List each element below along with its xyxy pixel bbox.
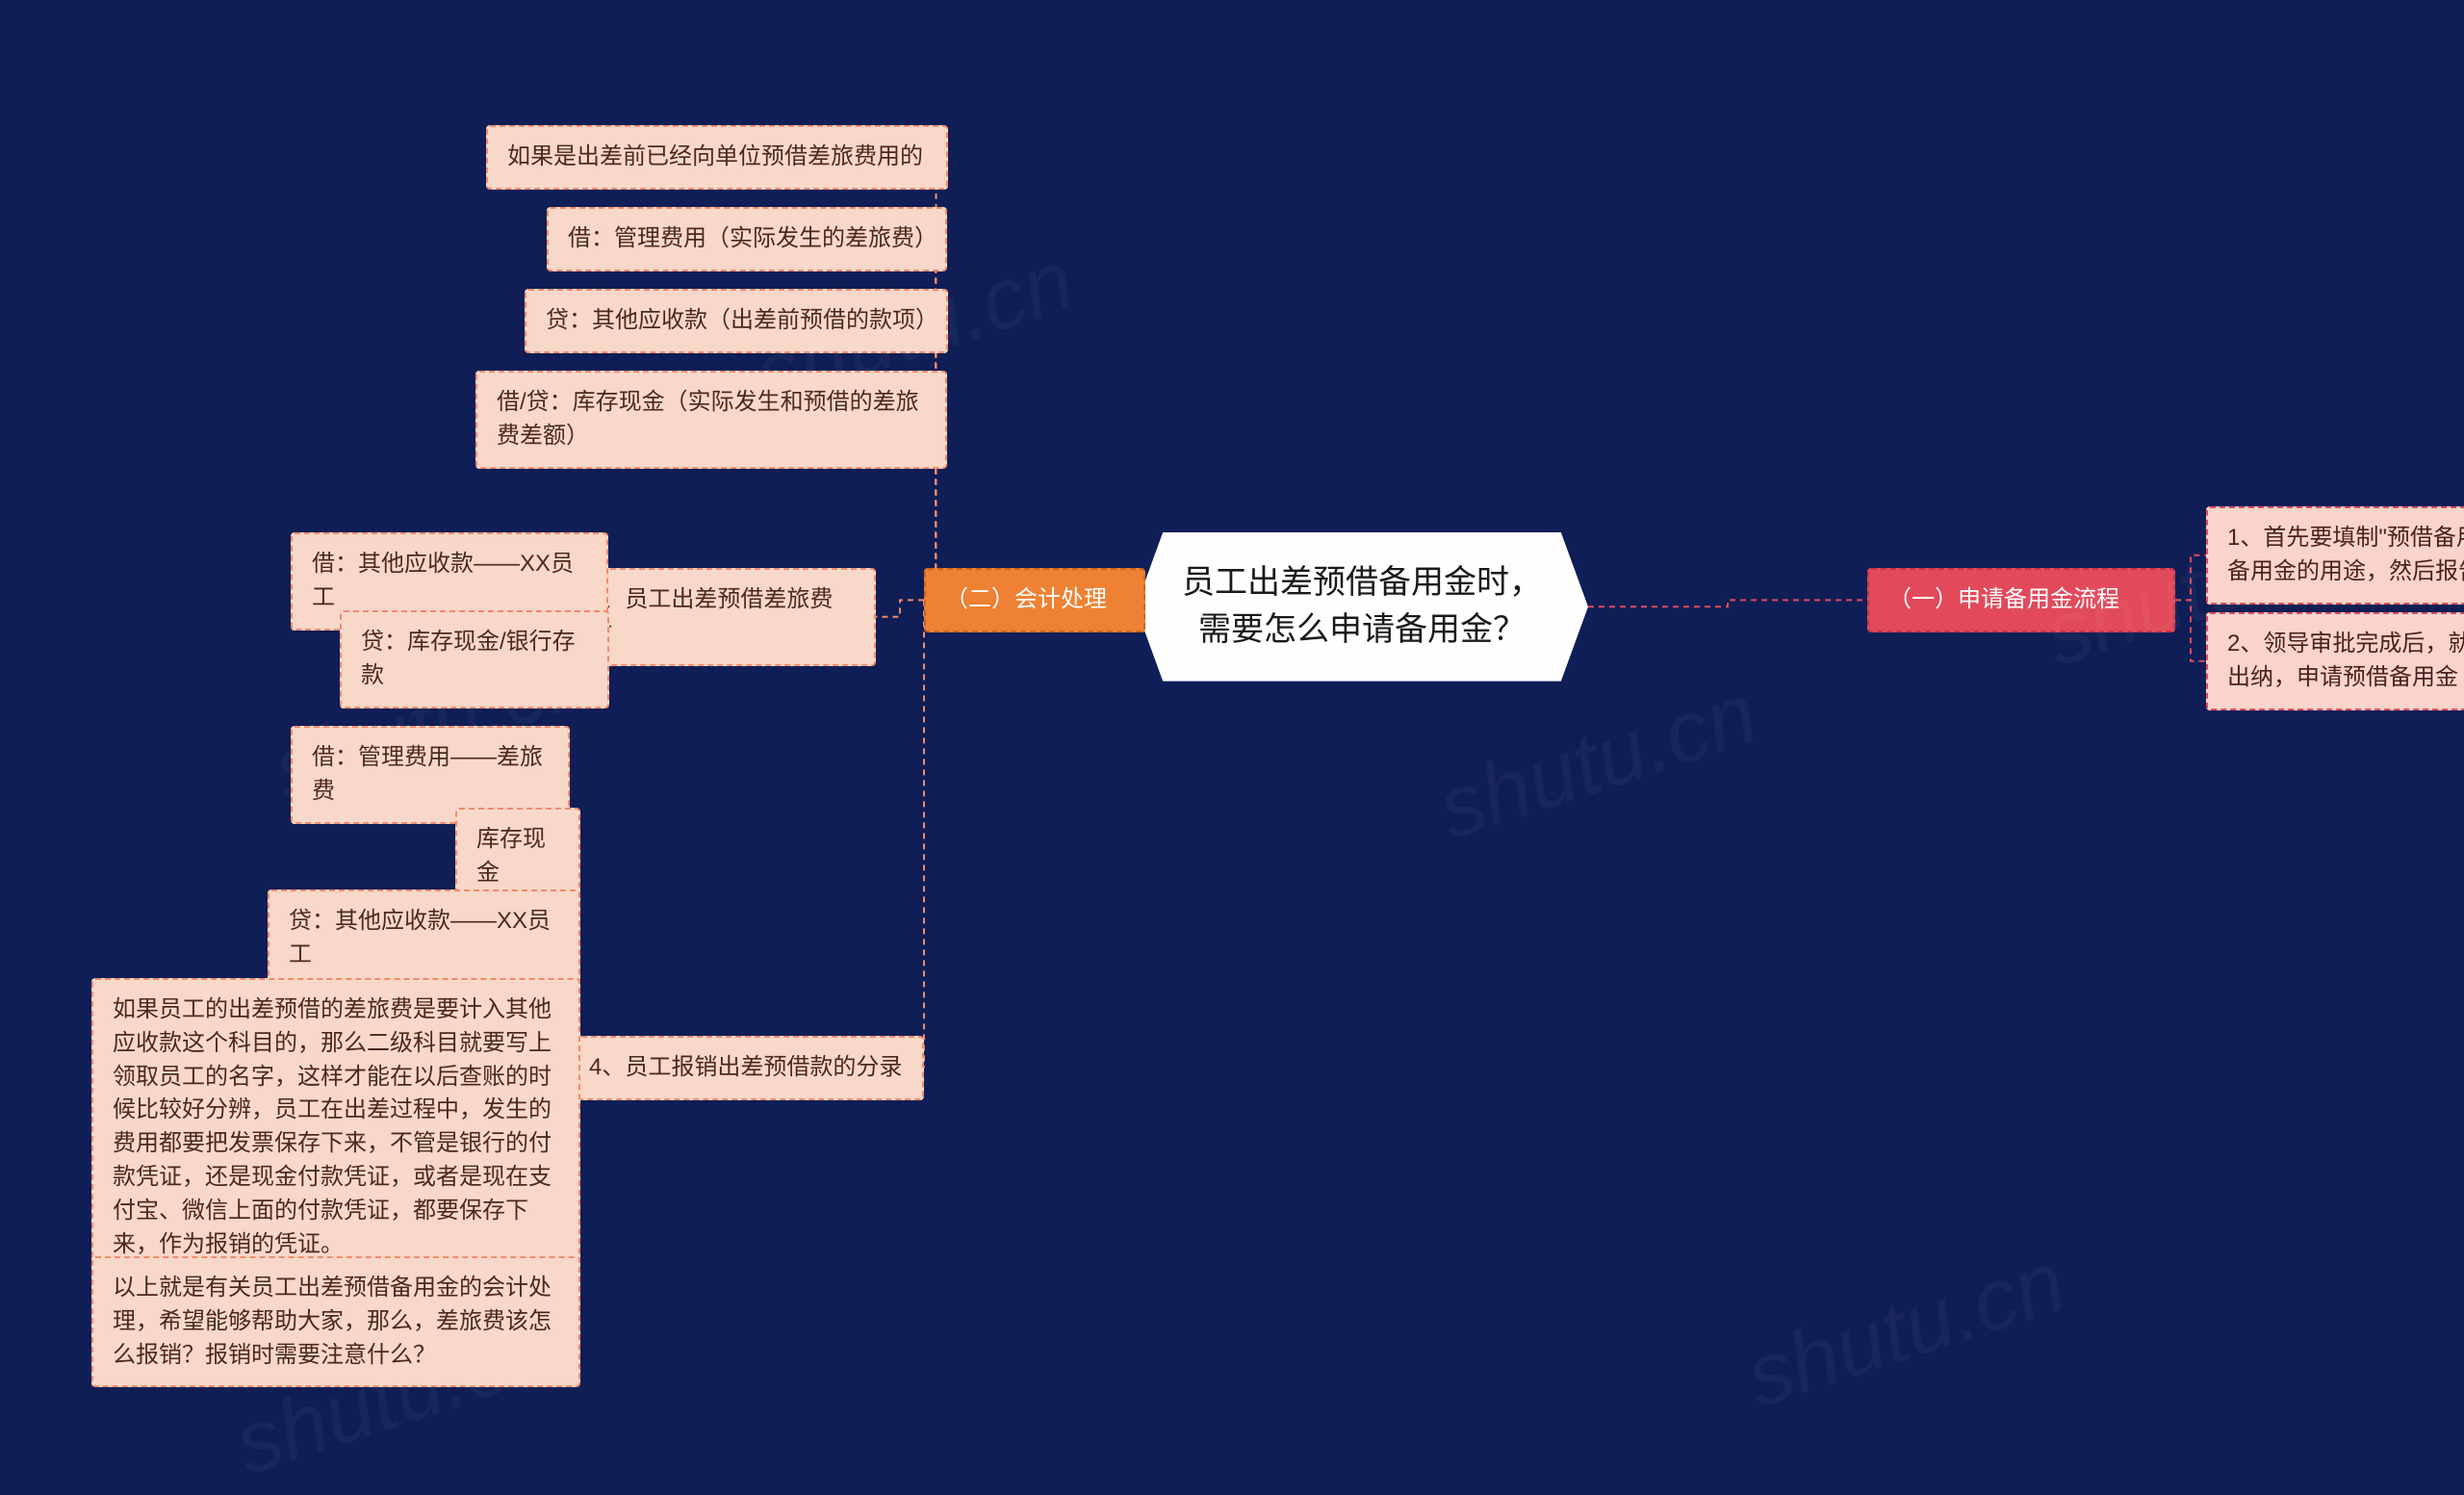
leaf-g4-3: 如果员工的出差预借的差旅费是要计入其他应收款这个科目的，那么二级科目就要写上领取… bbox=[91, 978, 580, 1276]
watermark: shutu.cn bbox=[1734, 1232, 2076, 1428]
leaf-right-2: 2、领导审批完成后，就可以拿着申请表去找出纳，申请预借备用金 bbox=[2206, 612, 2464, 710]
leaf-g4-2: 贷：其他应收款——XX员工 bbox=[268, 889, 580, 988]
leaf-g4-4: 以上就是有关员工出差预借备用金的会计处理，希望能够帮助大家，那么，差旅费该怎么报… bbox=[91, 1256, 580, 1387]
branch-left: （二）会计处理 bbox=[924, 568, 1145, 632]
group3-parent: 3、员工出差预借差旅费时 bbox=[568, 568, 876, 666]
center-node: 员工出差预借备用金时，需要怎么申请备用金？ bbox=[1136, 532, 1588, 682]
leaf-right-1: 1、首先要填制"预借备用金申请表"备注申请备用金的用途，然后报告给领导审批 bbox=[2206, 506, 2464, 605]
branch-right: （一）申请备用金流程 bbox=[1867, 568, 2175, 632]
group4-parent: 4、员工报销出差预借款的分录 bbox=[568, 1036, 924, 1100]
leaf-g1-2: 贷：其他应收款（出差前预借的款项） bbox=[525, 289, 948, 353]
watermark: shutu.cn bbox=[1426, 664, 1768, 860]
leaf-g3-1: 贷：库存现金/银行存款 bbox=[340, 610, 609, 709]
leaf-g1-0: 如果是出差前已经向单位预借差旅费用的 bbox=[486, 125, 948, 190]
leaf-g1-1: 借：管理费用（实际发生的差旅费） bbox=[547, 207, 947, 271]
leaf-g1-3: 借/贷：库存现金（实际发生和预借的差旅费差额） bbox=[475, 371, 947, 469]
